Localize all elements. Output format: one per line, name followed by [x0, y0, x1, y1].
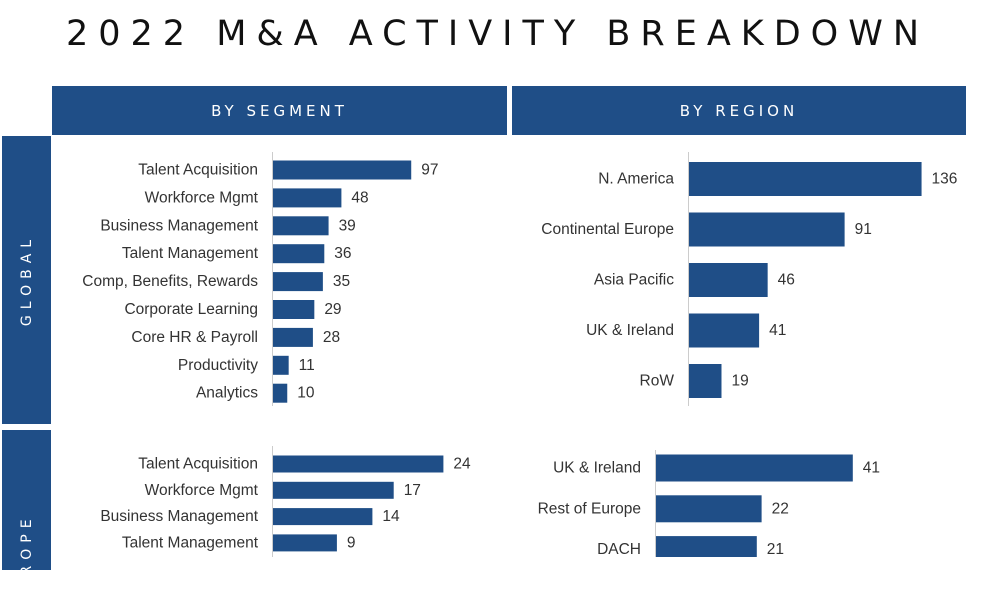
- category-label: RoW: [640, 373, 675, 390]
- bar: [273, 383, 288, 403]
- bar: [689, 212, 845, 247]
- value-label: 97: [421, 162, 438, 179]
- value-label: 36: [334, 245, 351, 262]
- row-label-global-band: GLOBAL: [2, 136, 51, 424]
- value-label: 14: [382, 508, 400, 525]
- category-label: Business Management: [100, 508, 258, 525]
- value-label: 24: [453, 456, 471, 473]
- category-label: Talent Acquisition: [138, 162, 258, 179]
- chart-global-region: N. America 136 Continental Europe 91 Asia Pa…: [541, 152, 957, 406]
- bar: [273, 355, 289, 375]
- value-label: 11: [299, 357, 315, 374]
- bar: [273, 160, 412, 180]
- value-label: 48: [351, 189, 368, 206]
- value-label: 19: [731, 373, 748, 390]
- value-label: 91: [855, 221, 872, 238]
- category-label: Talent Management: [122, 534, 259, 551]
- chart-global-segment: Talent Acquisition 97 Workforce Mgmt 48 Busi…: [82, 152, 438, 406]
- bar: [273, 481, 394, 499]
- chart-europe-region: UK & Ireland 41 Rest of Europe 22 DACH 21: [538, 450, 880, 557]
- value-label: 39: [339, 217, 356, 234]
- bar: [273, 272, 323, 292]
- value-label: 41: [769, 322, 786, 339]
- bar: [273, 327, 313, 347]
- value-label: 46: [778, 272, 795, 289]
- bar: [656, 536, 757, 557]
- bar: [689, 364, 722, 398]
- value-label: 136: [932, 171, 958, 188]
- value-label: 10: [297, 385, 315, 402]
- bar: [273, 216, 329, 236]
- value-label: 35: [333, 273, 350, 290]
- bar: [273, 188, 342, 208]
- bar: [273, 244, 325, 264]
- category-label: Rest of Europe: [538, 500, 641, 517]
- bar: [273, 300, 315, 319]
- category-label: Asia Pacific: [594, 272, 674, 289]
- bar: [273, 534, 337, 552]
- bar: [689, 313, 760, 348]
- category-label: UK & Ireland: [553, 460, 641, 477]
- category-label: Workforce Mgmt: [145, 482, 259, 499]
- category-label: Talent Management: [122, 245, 259, 262]
- bar: [689, 162, 922, 196]
- chart-europe-segment: Talent Acquisition 24 Workforce Mgmt 17 Busi…: [100, 446, 471, 557]
- value-label: 41: [863, 460, 880, 477]
- bar: [656, 454, 853, 482]
- category-label: Business Management: [100, 217, 258, 234]
- category-label: Core HR & Payroll: [131, 329, 258, 346]
- category-label: Analytics: [196, 385, 258, 402]
- value-label: 21: [767, 541, 784, 557]
- bar: [273, 508, 373, 526]
- value-label: 9: [347, 534, 356, 551]
- category-label: Productivity: [178, 357, 258, 374]
- category-label: Corporate Learning: [124, 301, 258, 318]
- category-label: Workforce Mgmt: [145, 189, 259, 206]
- category-label: Continental Europe: [541, 221, 674, 238]
- bar: [689, 263, 768, 297]
- category-label: UK & Ireland: [586, 322, 674, 339]
- header-by-region: BY REGION: [512, 86, 966, 135]
- category-label: DACH: [597, 541, 641, 557]
- row-label-europe-band: EUROPE: [2, 430, 51, 607]
- category-label: Comp, Benefits, Rewards: [82, 273, 258, 290]
- bar: [273, 455, 444, 473]
- value-label: 22: [772, 500, 789, 517]
- chart-title: 2022 M&A ACTIVITY BREAKDOWN: [66, 14, 930, 54]
- value-label: 28: [323, 329, 340, 346]
- category-label: N. America: [598, 171, 674, 188]
- bar-charts: Talent Acquisition 97 Workforce Mgmt 48 Busi…: [82, 152, 957, 557]
- value-label: 29: [324, 301, 341, 318]
- value-label: 17: [404, 482, 421, 499]
- category-label: Talent Acquisition: [138, 456, 258, 473]
- header-by-segment: BY SEGMENT: [52, 86, 507, 135]
- bar: [656, 495, 762, 523]
